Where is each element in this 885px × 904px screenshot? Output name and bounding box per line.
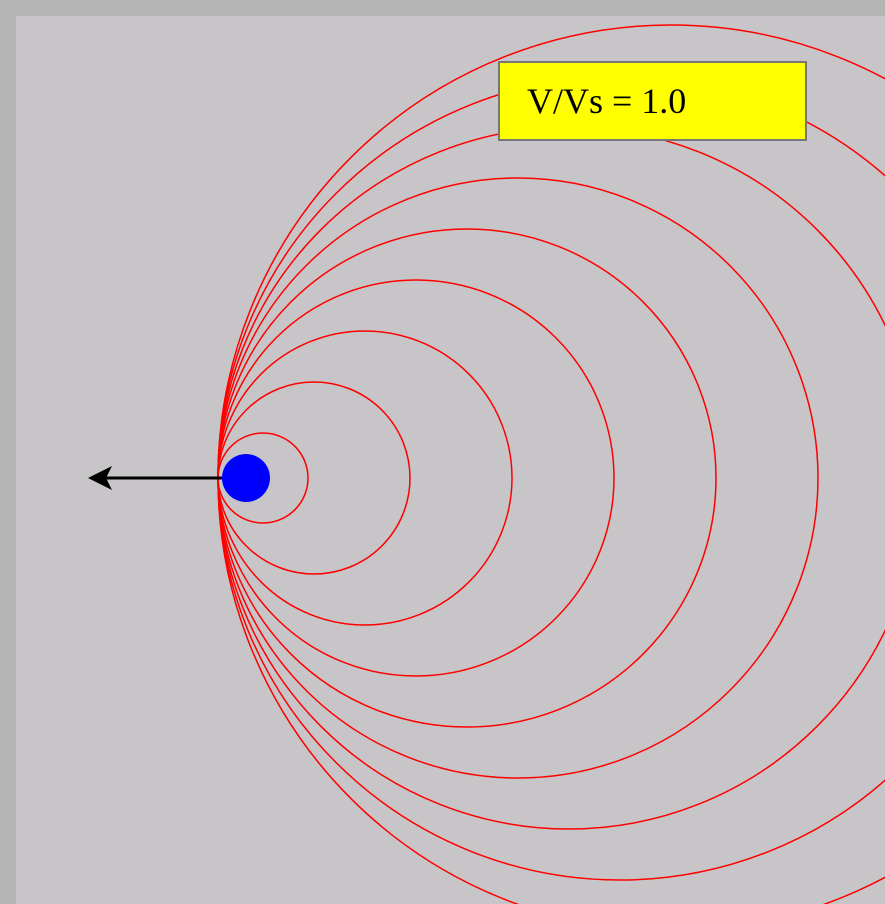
ratio-label: V/Vs = 1.0 [527,81,686,121]
source [222,454,270,502]
page: V/Vs = 1.0 (() => { const data = JSON.pa… [0,0,885,904]
simulation: V/Vs = 1.0 [0,0,885,904]
